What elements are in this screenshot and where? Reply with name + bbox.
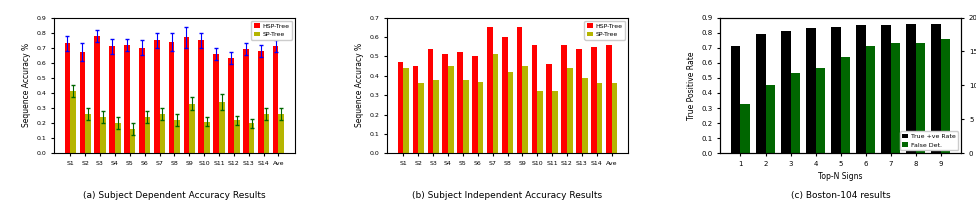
Bar	[576, 49, 582, 153]
Bar	[487, 27, 493, 153]
Bar	[189, 104, 195, 153]
Bar	[856, 25, 866, 153]
Bar	[228, 58, 234, 153]
Bar	[941, 39, 951, 153]
Bar	[398, 62, 403, 153]
Bar	[832, 26, 840, 153]
Text: (a) Subject Dependent Accuracy Results: (a) Subject Dependent Accuracy Results	[83, 191, 265, 200]
Bar	[907, 24, 915, 153]
X-axis label: Top-N Signs: Top-N Signs	[819, 173, 863, 182]
Legend: True +ve Rate, False Det.: True +ve Rate, False Det.	[900, 131, 958, 150]
Bar	[219, 102, 224, 153]
Bar	[596, 83, 602, 153]
Bar	[931, 24, 941, 153]
Legend: HSP-Tree, SP-Tree: HSP-Tree, SP-Tree	[585, 21, 625, 39]
Bar	[502, 37, 508, 153]
Bar	[458, 52, 463, 153]
Bar	[100, 117, 105, 153]
Bar	[552, 91, 557, 153]
Bar	[159, 114, 165, 153]
Bar	[130, 129, 136, 153]
Bar	[791, 73, 800, 153]
Bar	[144, 117, 150, 153]
Bar	[234, 120, 239, 153]
Bar	[532, 45, 537, 153]
Bar	[561, 45, 567, 153]
Bar	[419, 83, 424, 153]
Bar	[547, 64, 552, 153]
Bar	[891, 43, 900, 153]
Bar	[249, 123, 255, 153]
Bar	[840, 57, 850, 153]
Bar	[64, 43, 70, 153]
Bar	[478, 81, 483, 153]
Bar	[427, 49, 433, 153]
Bar	[537, 91, 543, 153]
Bar	[198, 40, 204, 153]
Bar	[183, 37, 189, 153]
Bar	[582, 78, 588, 153]
Bar	[403, 68, 409, 153]
Bar	[169, 42, 175, 153]
Y-axis label: Sequence Accuracy %: Sequence Accuracy %	[354, 43, 364, 127]
Bar	[448, 66, 454, 153]
Bar	[606, 45, 612, 153]
Legend: HSP-Tree, SP-Tree: HSP-Tree, SP-Tree	[251, 21, 292, 39]
Bar	[109, 46, 115, 153]
Bar	[433, 79, 439, 153]
Text: (b) Subject Independent Accuracy Results: (b) Subject Independent Accuracy Results	[413, 191, 602, 200]
Bar	[472, 56, 478, 153]
Bar	[781, 31, 791, 153]
Bar	[806, 28, 816, 153]
Bar	[567, 68, 573, 153]
Bar	[493, 54, 499, 153]
Bar	[463, 79, 468, 153]
Bar	[85, 114, 91, 153]
Text: (c) Boston-104 results: (c) Boston-104 results	[791, 191, 890, 200]
Bar	[591, 47, 596, 153]
Bar	[413, 66, 419, 153]
Bar	[243, 49, 249, 153]
Bar	[139, 48, 144, 153]
Bar	[264, 114, 269, 153]
Bar	[95, 36, 100, 153]
Bar	[915, 43, 925, 153]
Bar	[731, 46, 741, 153]
Bar	[756, 34, 765, 153]
Bar	[442, 54, 448, 153]
Bar	[154, 40, 159, 153]
Bar	[881, 25, 891, 153]
Y-axis label: Sequence Accuracy %: Sequence Accuracy %	[21, 43, 30, 127]
Bar	[816, 68, 825, 153]
Bar	[258, 51, 264, 153]
Bar	[866, 46, 875, 153]
Bar	[278, 114, 284, 153]
Bar	[175, 120, 180, 153]
Bar	[516, 27, 522, 153]
Bar	[612, 83, 617, 153]
Bar	[115, 123, 121, 153]
Bar	[124, 45, 130, 153]
Bar	[522, 66, 528, 153]
Bar	[204, 122, 210, 153]
Bar	[214, 54, 219, 153]
Y-axis label: True Positive Rate: True Positive Rate	[686, 51, 696, 120]
Bar	[508, 72, 513, 153]
Bar	[741, 104, 750, 153]
Bar	[70, 92, 76, 153]
Bar	[79, 52, 85, 153]
Bar	[273, 46, 278, 153]
Bar	[765, 85, 775, 153]
